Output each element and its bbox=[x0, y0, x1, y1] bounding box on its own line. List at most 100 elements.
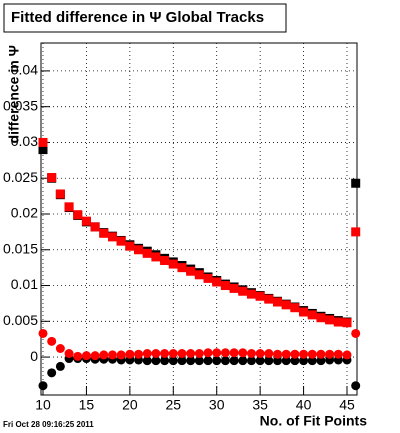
point bbox=[125, 349, 135, 359]
point bbox=[168, 356, 178, 366]
point bbox=[238, 286, 248, 296]
x-tick-label: 45 bbox=[339, 397, 355, 413]
y-tick-label: 0.02 bbox=[11, 205, 38, 221]
point bbox=[203, 273, 213, 283]
x-axis-label: No. of Fit Points bbox=[260, 413, 368, 429]
point bbox=[194, 356, 204, 366]
point bbox=[351, 178, 361, 188]
x-tick-label: 25 bbox=[166, 397, 182, 413]
point bbox=[38, 328, 48, 338]
point bbox=[55, 343, 65, 353]
y-tick-label: 0.025 bbox=[3, 169, 38, 185]
point bbox=[186, 266, 196, 276]
point bbox=[99, 228, 109, 238]
point bbox=[212, 277, 222, 287]
point bbox=[273, 297, 283, 307]
point bbox=[212, 356, 222, 366]
point bbox=[81, 351, 91, 361]
point bbox=[47, 173, 57, 183]
point bbox=[220, 348, 230, 358]
point bbox=[325, 349, 335, 359]
point bbox=[142, 356, 152, 366]
x-tick-label: 35 bbox=[252, 397, 268, 413]
point bbox=[316, 356, 326, 366]
point bbox=[90, 351, 100, 361]
footer: Fri Oct 28 09:16:25 2011 bbox=[3, 420, 94, 429]
point bbox=[316, 349, 326, 359]
y-tick-label: 0.015 bbox=[3, 240, 38, 256]
point bbox=[238, 356, 248, 366]
point bbox=[64, 349, 74, 359]
point bbox=[134, 245, 144, 255]
point bbox=[281, 349, 291, 359]
point bbox=[351, 381, 361, 391]
point bbox=[107, 232, 117, 242]
point bbox=[186, 356, 196, 366]
point bbox=[264, 356, 274, 366]
point bbox=[186, 349, 196, 359]
point bbox=[273, 349, 283, 359]
point bbox=[142, 248, 152, 258]
point bbox=[81, 216, 91, 226]
point bbox=[342, 350, 352, 360]
point bbox=[47, 368, 57, 378]
point bbox=[177, 349, 187, 359]
x-tick-label: 30 bbox=[209, 397, 225, 413]
point bbox=[168, 259, 178, 269]
point bbox=[73, 351, 83, 361]
point bbox=[255, 349, 265, 359]
point bbox=[307, 310, 317, 320]
plot-frame bbox=[40, 42, 358, 396]
point bbox=[281, 356, 291, 366]
y-tick-label: 0 bbox=[30, 348, 38, 364]
point bbox=[290, 349, 300, 359]
point bbox=[151, 252, 161, 262]
point bbox=[99, 350, 109, 360]
x-tick-label: 15 bbox=[79, 397, 95, 413]
point bbox=[160, 255, 170, 265]
point bbox=[246, 349, 256, 359]
point bbox=[255, 356, 265, 366]
point bbox=[142, 349, 152, 359]
point bbox=[160, 356, 170, 366]
point bbox=[264, 294, 274, 304]
point bbox=[307, 356, 317, 366]
x-tick-label: 40 bbox=[296, 397, 312, 413]
y-tick-label: 0.005 bbox=[3, 312, 38, 328]
x-tick-label: 20 bbox=[122, 397, 138, 413]
point bbox=[47, 336, 57, 346]
point bbox=[116, 236, 126, 246]
point bbox=[107, 350, 117, 360]
point bbox=[290, 356, 300, 366]
point bbox=[38, 381, 48, 391]
point bbox=[212, 348, 222, 358]
point bbox=[134, 349, 144, 359]
point bbox=[325, 315, 335, 325]
point bbox=[299, 356, 309, 366]
point bbox=[229, 356, 239, 366]
point bbox=[55, 361, 65, 371]
point bbox=[90, 222, 100, 232]
point bbox=[238, 348, 248, 358]
y-tick-label: 0.04 bbox=[11, 62, 38, 78]
chart-title: Fitted difference in Ψ Global Tracks bbox=[11, 9, 264, 26]
point bbox=[73, 210, 83, 220]
y-axis-label: difference in Ψ bbox=[6, 45, 22, 143]
point bbox=[316, 313, 326, 323]
point bbox=[229, 283, 239, 293]
point bbox=[307, 349, 317, 359]
y-tick-label: 0.035 bbox=[3, 97, 38, 113]
point bbox=[116, 350, 126, 360]
point bbox=[125, 241, 135, 251]
point bbox=[246, 356, 256, 366]
point bbox=[203, 348, 213, 358]
point bbox=[203, 356, 213, 366]
point bbox=[177, 263, 187, 273]
point bbox=[333, 349, 343, 359]
point bbox=[38, 137, 48, 147]
point bbox=[220, 281, 230, 291]
title-box bbox=[3, 3, 287, 33]
point bbox=[194, 349, 204, 359]
point bbox=[273, 356, 283, 366]
